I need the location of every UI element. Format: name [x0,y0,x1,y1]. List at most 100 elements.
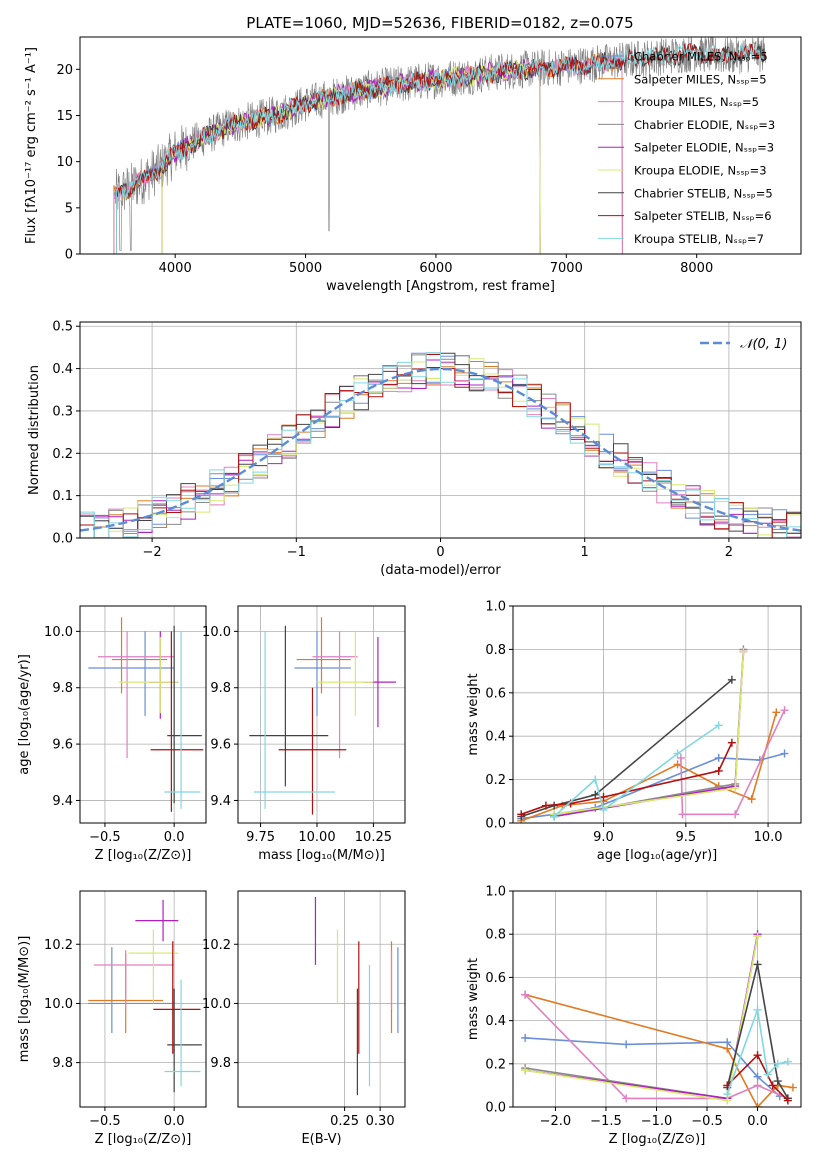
series-marker [714,766,723,775]
series-marker [780,749,789,758]
series-marker [673,749,682,758]
x-tick-label: 1 [581,545,589,560]
axes-frame [79,890,207,1108]
gaussian-reference-curve [80,367,801,532]
chart-spectrum: 4000 5000 6000 7000 8000 0 5 10 15 20 wavelength [… [24,36,802,294]
series-marker [783,1096,792,1105]
legend-entry: Chabrier MILES, Nₛₛₚ=5 [634,50,768,64]
x-tick-label: 0.0 [747,1114,768,1129]
x-axis-label: Z [log₁₀(Z/Z⊙)] [95,848,192,863]
y-tick-label: 0.4 [485,1014,506,1029]
legend-entry: Kroupa ELODIE, Nₛₛₚ=3 [634,164,767,178]
series-marker [739,647,748,656]
series-marker [723,1044,732,1053]
series-marker [763,1070,772,1079]
x-tick-label: 4000 [159,261,192,276]
y-tick-label: 0.2 [485,773,506,788]
series-marker [599,805,608,814]
series-marker [521,990,530,999]
series-marker [727,675,736,684]
series-marker [727,738,736,747]
y-tick-label: 10.2 [202,938,231,953]
plot-area [113,37,766,254]
x-tick-label: 0 [436,545,444,560]
series-line [726,964,789,1099]
series-marker [753,1005,762,1014]
series-marker [541,801,550,810]
x-tick-label: 9.0 [593,830,614,845]
series-line [680,709,786,816]
y-tick-label: 0.2 [52,447,73,462]
legend-entry: Salpeter MILES, Nₛₛₚ=5 [634,72,767,86]
y-tick-label: 0.2 [485,1057,506,1072]
plot-area [88,617,204,812]
y-tick-label: 0 [65,248,73,263]
y-tick-label: 9.4 [52,794,73,809]
axes-frame [512,605,802,824]
plot-area [249,617,396,815]
y-tick-label: 0.4 [485,730,506,745]
y-axis-label: age [log₁₀(age/yr)] [17,654,32,775]
series-line [521,752,785,820]
y-tick-label: 0.1 [52,489,73,504]
y-tick-label: 1.0 [485,885,506,900]
x-tick-label: 9.75 [246,830,275,845]
plot-area [88,899,202,1093]
legend-entry: Salpeter ELODIE, Nₛₛₚ=3 [634,141,774,155]
y-tick-label: 0.8 [485,643,506,658]
y-axis-label: mass weight [466,958,481,1040]
series-marker [714,721,723,730]
x-axis-label: age [log₁₀(age/yr)] [597,848,718,863]
y-axis-label: mass weight [466,673,481,755]
y-tick-label: 10.0 [202,625,231,640]
series-marker [517,810,526,819]
x-tick-label: −0.5 [89,830,121,845]
legend-entry: 𝒩(0, 1) [740,337,787,352]
series-marker [521,1033,530,1042]
y-tick-label: 0.6 [485,971,506,986]
y-tick-label: 10.2 [44,938,73,953]
series-marker [773,1059,782,1068]
chart-weight_vs_age: 9.0 9.5 10.0 0.0 0.2 0.4 0.6 0.8 1.0 age [log₁₀(a… [466,600,802,863]
x-tick-label: 8000 [680,261,713,276]
series-marker [622,1094,631,1103]
histogram-step [80,369,801,538]
y-tick-label: 9.6 [210,738,231,753]
chart-age_vs_Z: −0.5 0.0 9.4 9.6 9.8 10.0 Z [log₁₀(Z/Z⊙)] age [… [17,605,207,863]
y-tick-label: 0.0 [52,532,73,547]
x-tick-label: 0.25 [330,1114,359,1129]
x-tick-label: −1 [287,545,306,560]
y-tick-label: 9.8 [210,681,231,696]
legend-entry: Chabrier STELIB, Nₛₛₚ=5 [634,186,773,200]
y-tick-label: 10.0 [44,625,73,640]
series-marker [783,1057,792,1066]
axes-frame [512,890,802,1108]
chart-residuals: −2 −1 0 1 2 0.0 0.1 0.2 0.3 0.4 0.5 (data-model)/er… [27,320,802,578]
legend-entry: Salpeter STELIB, Nₛₛₚ=6 [634,209,772,223]
y-tick-label: 10.0 [44,997,73,1012]
axes-frame [237,605,406,824]
series-marker [599,792,608,801]
y-tick-label: 0.8 [485,928,506,943]
x-axis-label: E(B-V) [301,1132,341,1147]
x-tick-label: 7000 [550,261,583,276]
axes-frame [237,890,406,1108]
series-marker [753,1081,762,1090]
series-line [520,679,733,818]
x-tick-label: 5000 [289,261,322,276]
y-tick-label: 9.8 [52,681,73,696]
series-line [524,993,794,1107]
histogram-step [80,352,801,538]
series-marker [731,784,740,793]
axes-frame [79,36,802,255]
y-axis-label: mass [log₁₀(M/M⊙)] [17,936,32,1063]
series-marker [747,795,756,804]
x-tick-label: −0.5 [89,1114,121,1129]
x-axis-label: wavelength [Angstrom, rest frame] [326,279,555,294]
plot-area [80,352,801,538]
y-tick-label: 0.5 [52,320,73,335]
series-marker [731,810,740,819]
x-tick-label: 2 [725,545,733,560]
x-tick-label: −2 [143,545,162,560]
